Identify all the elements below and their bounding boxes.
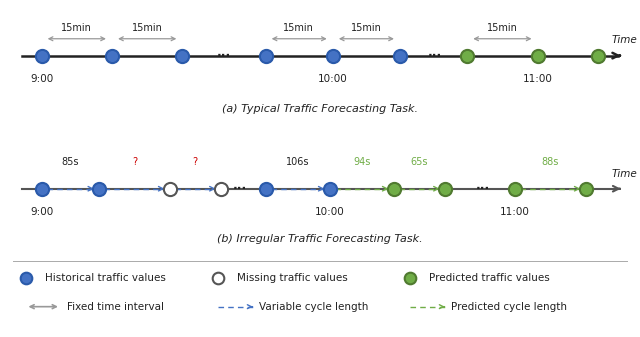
Point — [260, 53, 271, 58]
Point — [404, 275, 415, 281]
Point — [440, 186, 450, 191]
Text: 10:00: 10:00 — [315, 207, 344, 217]
Text: ···: ··· — [233, 182, 247, 195]
Text: (b) Irregular Traffic Forecasting Task.: (b) Irregular Traffic Forecasting Task. — [217, 234, 423, 244]
Point — [593, 53, 604, 58]
Point — [260, 186, 271, 191]
Point — [107, 53, 117, 58]
Text: 88s: 88s — [541, 157, 559, 167]
Text: 15min: 15min — [487, 23, 518, 33]
Text: 15min: 15min — [351, 23, 381, 33]
Text: 15min: 15min — [61, 23, 92, 33]
Point — [462, 53, 472, 58]
Text: ···: ··· — [428, 49, 442, 62]
Text: ···: ··· — [217, 49, 231, 62]
Point — [212, 275, 223, 281]
Text: Fixed time interval: Fixed time interval — [67, 302, 164, 312]
Text: 9:00: 9:00 — [30, 74, 53, 84]
Text: 11:00: 11:00 — [523, 74, 552, 84]
Text: 11:00: 11:00 — [500, 207, 530, 217]
Text: 15min: 15min — [132, 23, 163, 33]
Text: Predicted cycle length: Predicted cycle length — [451, 302, 567, 312]
Point — [395, 53, 405, 58]
Point — [532, 53, 543, 58]
Point — [177, 53, 188, 58]
Point — [36, 53, 47, 58]
Point — [20, 275, 31, 281]
Point — [328, 53, 338, 58]
Point — [94, 186, 104, 191]
Text: (a) Typical Traffic Forecasting Task.: (a) Typical Traffic Forecasting Task. — [222, 104, 418, 115]
Point — [36, 186, 47, 191]
Point — [164, 186, 175, 191]
Point — [510, 186, 520, 191]
Text: Historical traffic values: Historical traffic values — [45, 273, 166, 283]
Point — [324, 186, 335, 191]
Text: 94s: 94s — [353, 157, 371, 167]
Text: ?: ? — [193, 157, 198, 167]
Text: 85s: 85s — [61, 157, 79, 167]
Text: Variable cycle length: Variable cycle length — [259, 302, 369, 312]
Text: Predicted traffic values: Predicted traffic values — [429, 273, 550, 283]
Point — [388, 186, 399, 191]
Text: 106s: 106s — [286, 157, 309, 167]
Text: 15min: 15min — [284, 23, 314, 33]
Text: ?: ? — [132, 157, 137, 167]
Text: 65s: 65s — [410, 157, 428, 167]
Text: Time: Time — [611, 35, 637, 45]
Text: 9:00: 9:00 — [30, 207, 53, 217]
Point — [580, 186, 591, 191]
Text: ···: ··· — [476, 182, 490, 195]
Point — [216, 186, 226, 191]
Text: Time: Time — [611, 168, 637, 179]
Text: Missing traffic values: Missing traffic values — [237, 273, 348, 283]
Text: 10:00: 10:00 — [318, 74, 348, 84]
